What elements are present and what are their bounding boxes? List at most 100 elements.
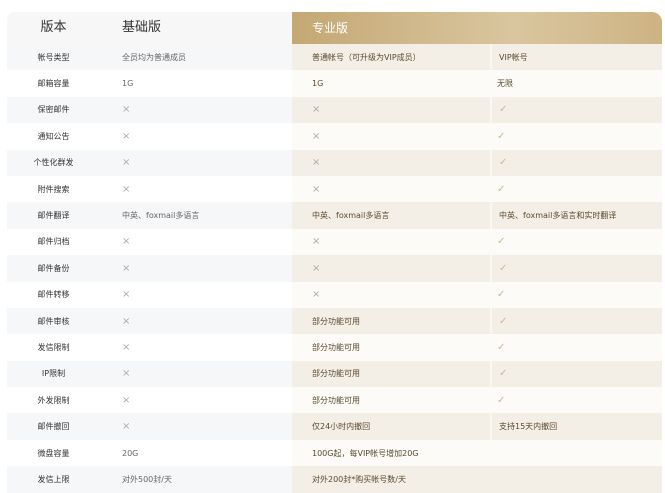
table-row: 邮件撤回 × 仅24小时内撤回 支持15天内撤回 [7, 413, 662, 440]
row-label: 发信上限 [7, 466, 100, 493]
table-row: 帐号类型 全员均为普通成员 普通帐号（可升级为VIP成员） VIP帐号 [7, 44, 662, 71]
pro-span-cell-text: 对外200封*购买帐号数/天 [312, 474, 406, 484]
pro-span-cell-text: 100G起，每VIP帐号增加20G [312, 448, 419, 458]
pro-cell: 中英、foxmail多语言 [292, 202, 490, 229]
pro-cell: 1G [292, 70, 490, 97]
vip-cell: ✓ [490, 123, 662, 150]
row-label: 发信限制 [7, 334, 100, 360]
row-label: 保密邮件 [7, 96, 100, 124]
pro-cell-text: 部分功能可用 [312, 342, 360, 352]
basic-cell: 20G [100, 440, 292, 466]
vip-cell-text: 支持15天内撤回 [499, 422, 558, 432]
vip-cell: ✓ [490, 149, 662, 176]
check-icon: ✓ [499, 157, 508, 169]
vip-cell: ✓ [490, 175, 662, 203]
check-icon: ✓ [499, 368, 508, 380]
pro-cell-text: 仅24小时内撤回 [312, 422, 371, 432]
table-row: IP限制 × 部分功能可用 ✓ [7, 360, 662, 388]
basic-cell: 1G [100, 70, 292, 96]
check-icon: ✓ [499, 262, 508, 274]
cross-icon: × [122, 289, 131, 301]
row-label-text: 个性化群发 [33, 158, 74, 168]
row-label: 通知公告 [7, 123, 100, 149]
row-label-text: 保密邮件 [37, 105, 70, 115]
basic-cell: × [100, 149, 292, 176]
table-row: 附件搜索 × × ✓ [7, 175, 662, 203]
pro-span-cell: 100G起，每VIP帐号增加20G [292, 439, 662, 467]
row-label: 邮件撤回 [7, 413, 100, 440]
row-label-text: 微盘容量 [37, 448, 70, 458]
row-label: 邮件备份 [7, 255, 100, 282]
row-label: 个性化群发 [7, 149, 100, 176]
basic-cell-text: 20G [122, 448, 139, 458]
vip-cell: ✓ [490, 307, 662, 335]
pro-cell: × [292, 281, 490, 308]
row-label: 帐号类型 [7, 44, 100, 71]
check-icon: ✓ [499, 104, 508, 116]
basic-cell-text: 对外500封/天 [122, 474, 172, 484]
table-row: 邮件归档 × × ✓ [7, 228, 662, 256]
header-basic: 基础版 [100, 12, 292, 44]
cross-icon: × [122, 315, 131, 327]
basic-cell-text: 中英、foxmail多语言 [122, 211, 200, 221]
row-label: 邮件转移 [7, 282, 100, 308]
vip-cell: 无限 [490, 70, 662, 97]
cross-icon: × [122, 341, 131, 353]
vip-cell: 中英、foxmail多语言和实时翻译 [490, 202, 662, 229]
row-label-text: 邮件审核 [37, 316, 70, 326]
cross-icon: × [122, 262, 131, 274]
pro-cell-text: 部分功能可用 [312, 369, 360, 379]
basic-cell: × [100, 255, 292, 282]
row-label: 邮件归档 [7, 229, 100, 255]
basic-cell: × [100, 413, 292, 440]
basic-cell: × [100, 307, 292, 335]
table-row: 外发限制 × 部分功能可用 ✓ [7, 387, 662, 414]
row-label-text: 发信限制 [37, 342, 70, 352]
pro-span-cell: 对外200封*购买帐号数/天 [292, 466, 662, 493]
pro-cell: 部分功能可用 [292, 387, 490, 414]
vip-cell: ✓ [490, 387, 662, 414]
pro-cell-text: 部分功能可用 [312, 316, 360, 326]
basic-cell: × [100, 282, 292, 308]
pro-cell: 部分功能可用 [292, 307, 490, 335]
basic-cell: 中英、foxmail多语言 [100, 202, 292, 229]
row-label: 附件搜索 [7, 176, 100, 202]
row-label-text: 发信上限 [37, 474, 70, 484]
cross-icon: × [312, 157, 321, 169]
table-row: 邮件转移 × × ✓ [7, 281, 662, 308]
cross-icon: × [122, 421, 131, 433]
pro-cell: × [292, 228, 490, 256]
cross-icon: × [122, 236, 131, 248]
cross-icon: × [312, 183, 321, 195]
row-label-text: IP限制 [41, 369, 66, 379]
check-icon: ✓ [499, 315, 508, 327]
basic-cell: × [100, 176, 292, 202]
vip-cell: ✓ [490, 96, 662, 124]
vip-cell: ✓ [490, 360, 662, 388]
cross-icon: × [122, 130, 131, 142]
row-label-text: 外发限制 [37, 395, 70, 405]
basic-cell: × [100, 360, 292, 388]
vip-cell: ✓ [490, 255, 662, 282]
basic-cell-text: 1G [122, 79, 134, 89]
table-row: 发信限制 × 部分功能可用 ✓ [7, 334, 662, 361]
row-label-text: 邮件撤回 [37, 422, 70, 432]
row-label: IP限制 [7, 360, 100, 388]
table-header: 版本 基础版 专业版 [7, 12, 662, 44]
table-row: 微盘容量 20G 100G起，每VIP帐号增加20G [7, 439, 662, 467]
check-icon: ✓ [497, 236, 506, 248]
cross-icon: × [122, 157, 131, 169]
row-label-text: 邮件归档 [37, 237, 70, 247]
vip-cell: VIP帐号 [490, 44, 662, 71]
pro-cell: × [292, 149, 490, 176]
basic-cell-text: 全员均为普通成员 [122, 52, 186, 62]
row-label: 邮件审核 [7, 307, 100, 335]
pro-cell: × [292, 123, 490, 150]
row-label: 邮箱容量 [7, 70, 100, 96]
basic-cell: × [100, 334, 292, 360]
check-icon: ✓ [497, 130, 506, 142]
pro-cell: 部分功能可用 [292, 334, 490, 361]
pro-cell: 普通帐号（可升级为VIP成员） [292, 44, 490, 71]
basic-cell: 全员均为普通成员 [100, 44, 292, 71]
row-label-text: 邮件备份 [37, 263, 70, 273]
